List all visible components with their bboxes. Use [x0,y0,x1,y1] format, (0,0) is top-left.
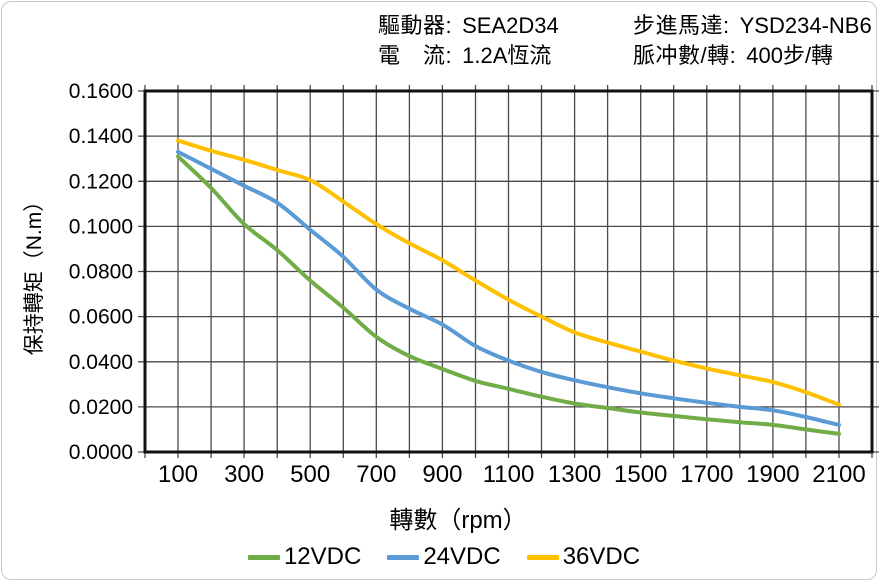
motor-value: YSD234-NB6 [739,13,872,38]
y-tick-label: 0.1600 [69,80,133,103]
legend-line-swatch-36vdc [526,554,559,560]
series-line-12vdc [176,154,841,436]
pulses-value: 400步/轉 [746,43,834,68]
x-tick-label: 1100 [483,461,535,488]
y-tick-label: 0.0600 [69,306,133,329]
y-tick-label: 0.1200 [69,170,133,193]
series-line-24vdc [176,149,841,427]
series-line-36vdc [176,138,841,407]
x-tick-label: 700 [356,461,396,488]
legend: 12VDC 24VDC 36VDC [0,543,888,571]
x-tick-label: 100 [158,461,198,488]
legend-label-24vdc: 24VDC [423,543,501,570]
header-driver: 驅動器: SEA2D34 [378,14,559,38]
legend-item-12vdc: 12VDC [247,543,362,571]
y-tick-label: 0.0200 [69,396,133,419]
x-tick-label: 900 [422,461,462,488]
x-tick-label: 500 [290,461,330,488]
current-value: 1.2A恆流 [462,43,552,68]
motor-label: 步進馬達: [633,13,730,38]
legend-label-12vdc: 12VDC [283,543,362,570]
y-axis-title: 保持轉矩（N.m） [23,190,46,356]
y-tick-label: 0.1000 [69,215,133,238]
y-tick-label: 0.0400 [69,351,133,374]
legend-item-24vdc: 24VDC [387,543,501,571]
x-tick-label: 1300 [548,461,601,488]
x-axis-title: 轉數（rpm） [389,507,527,534]
x-tick-label: 1700 [680,461,733,488]
legend-item-36vdc: 36VDC [526,543,641,571]
pulses-label: 脈冲數/轉: [633,43,737,68]
header-current: 電 流: 1.2A恆流 [378,44,551,68]
x-tick-label: 1900 [746,461,799,488]
x-tick-label: 2100 [812,461,865,488]
y-tick-label: 0.0000 [69,441,133,464]
plot-border [143,89,874,454]
x-tick-label: 1500 [614,461,667,488]
driver-value: SEA2D34 [462,13,559,38]
header-pulses: 脈冲數/轉: 400步/轉 [633,44,833,68]
y-tick-label: 0.0800 [69,261,133,284]
driver-label: 驅動器: [378,13,453,38]
x-tick-label: 300 [224,461,264,488]
header-motor: 步進馬達: YSD234-NB6 [633,14,872,38]
y-tick-label: 0.1400 [69,125,133,148]
current-label: 電 流: [378,43,453,68]
legend-line-swatch-12vdc [247,554,280,560]
legend-line-swatch-24vdc [387,554,420,560]
legend-label-36vdc: 36VDC [562,543,641,570]
